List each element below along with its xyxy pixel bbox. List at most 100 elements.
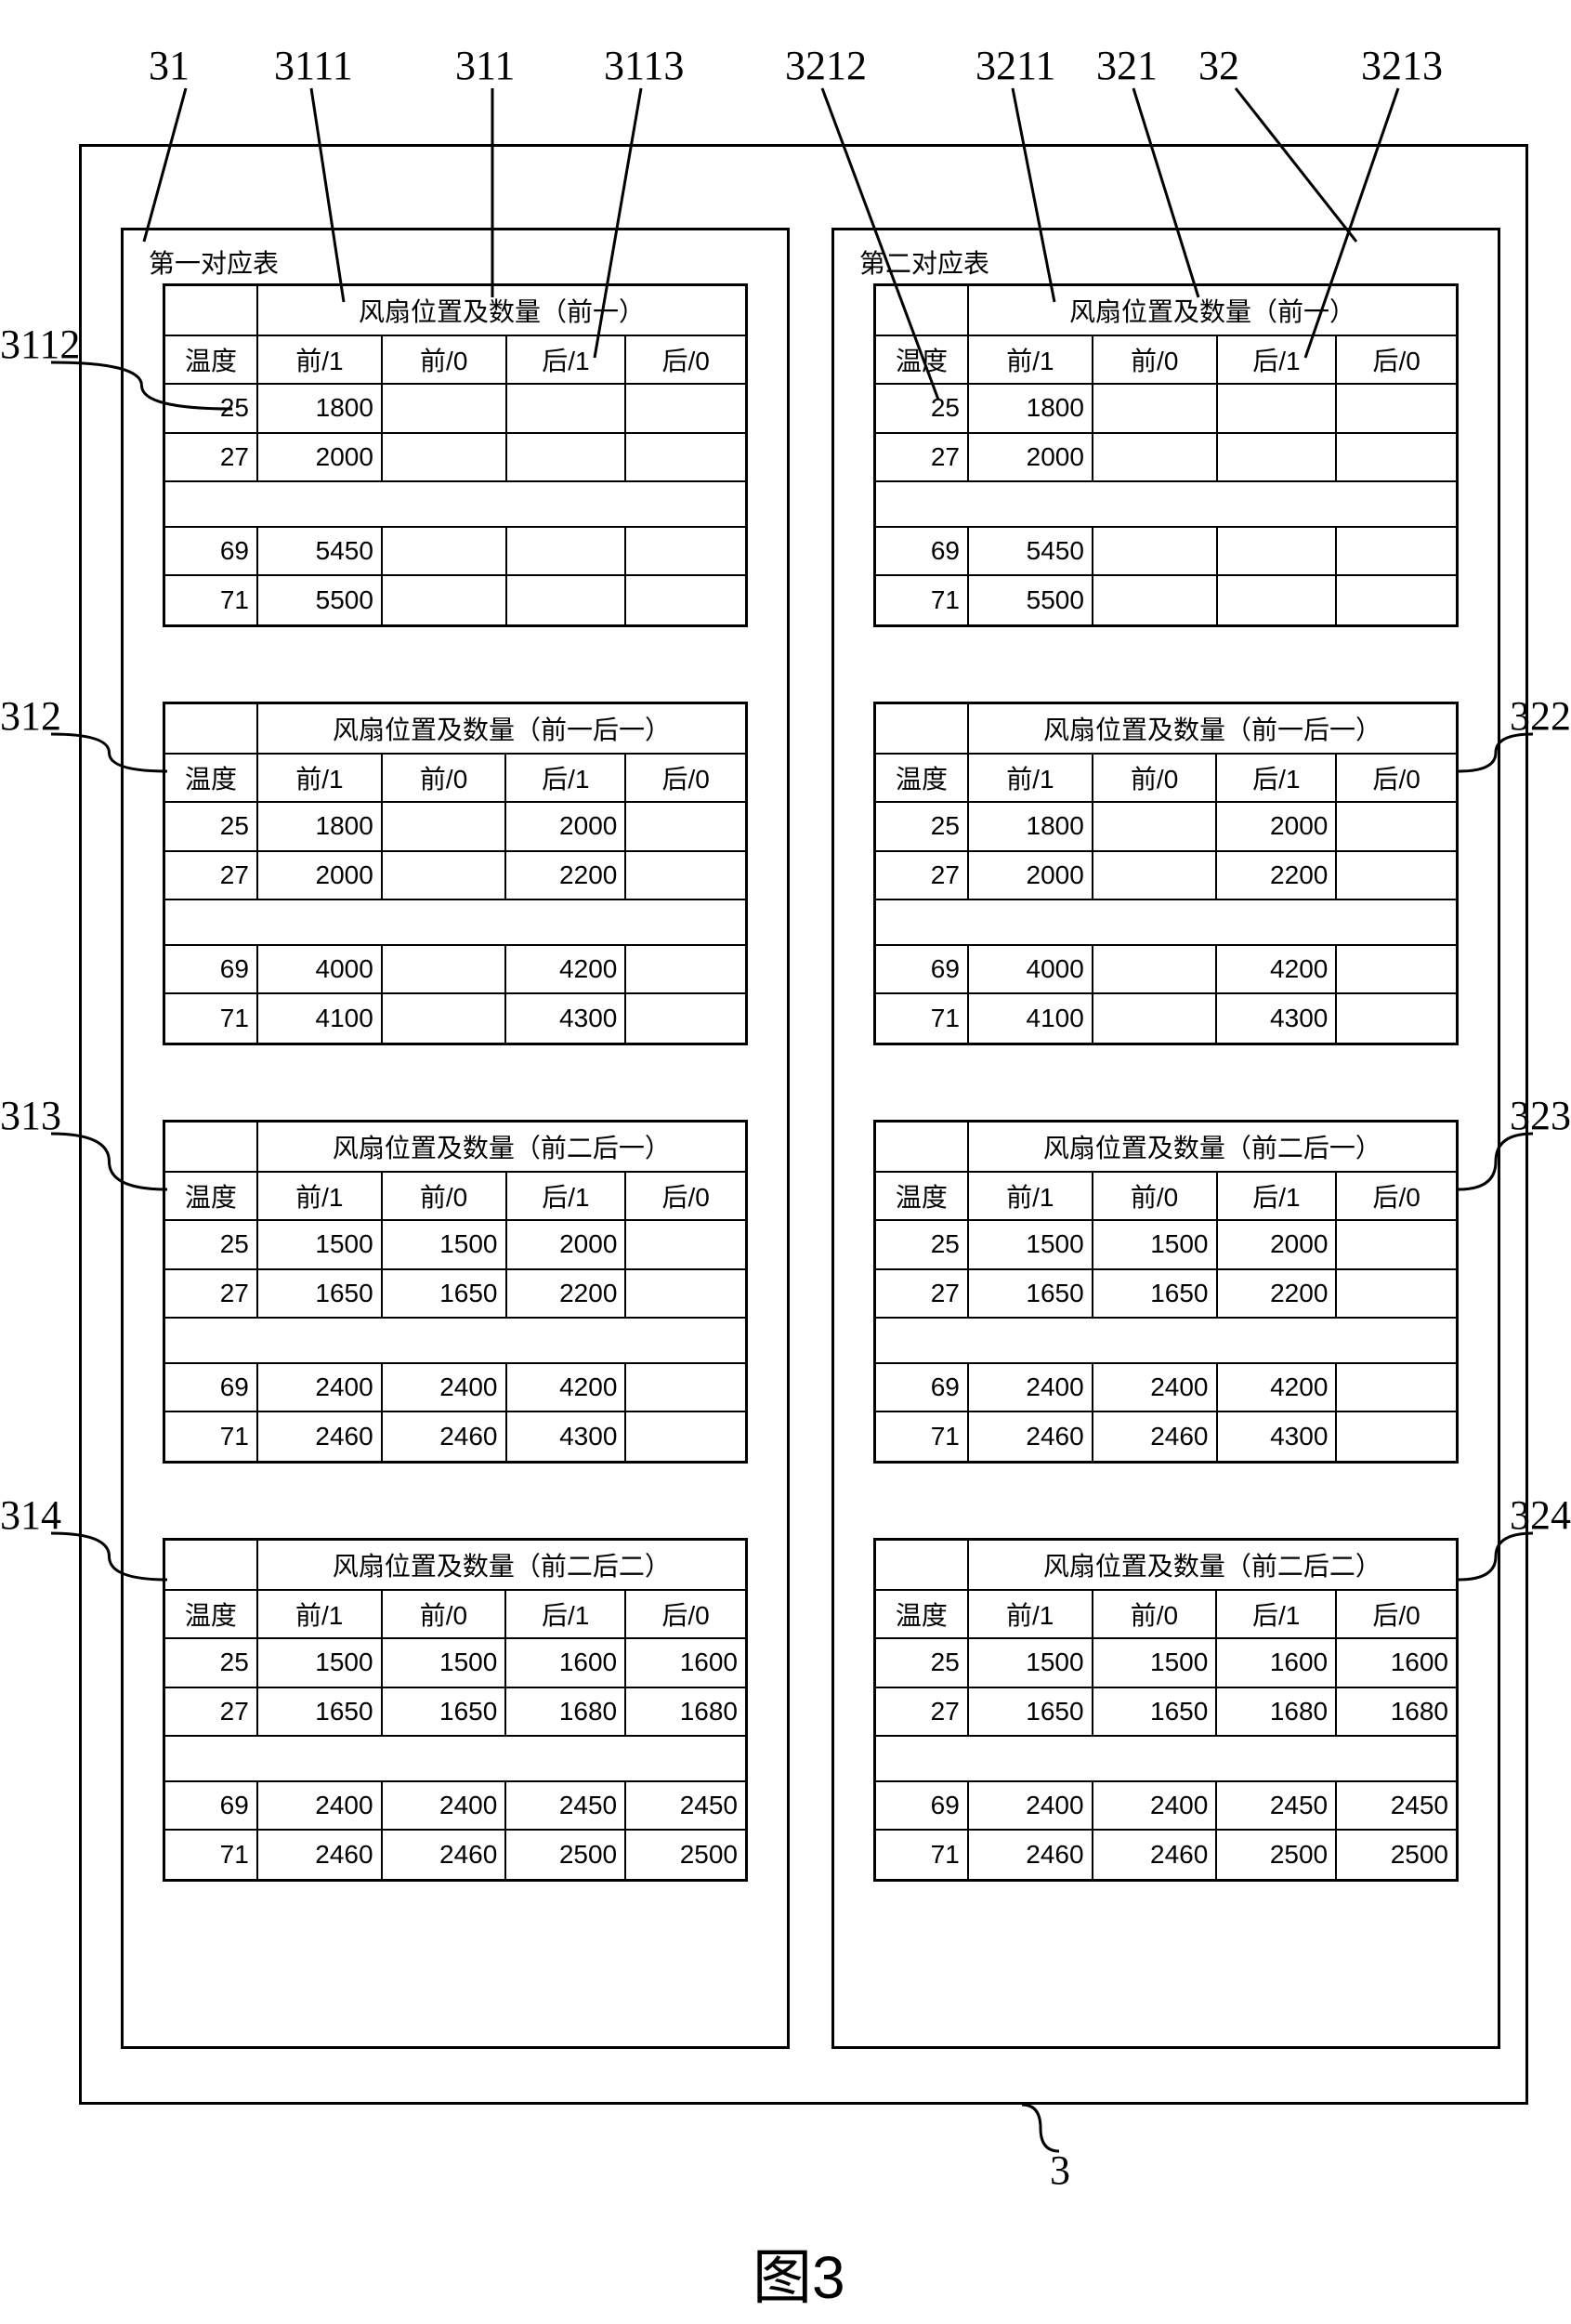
- sub-table: 风扇位置及数量（前一）温度前/1前/0后/1后/0251800272000695…: [873, 283, 1459, 627]
- data-cell: 4100: [968, 993, 1093, 1043]
- left-panel-title: 第一对应表: [149, 243, 279, 281]
- sub-table-title: 风扇位置及数量（前一后一）: [968, 704, 1456, 754]
- data-cell: 27: [876, 1687, 968, 1737]
- data-cell: 2500: [1216, 1830, 1336, 1879]
- data-cell: 2400: [382, 1781, 506, 1831]
- data-cell: [382, 575, 506, 624]
- data-cell: 2450: [625, 1781, 745, 1831]
- data-cell: [506, 384, 626, 433]
- data-cell: 25: [876, 1638, 968, 1687]
- data-cell: 2000: [968, 851, 1093, 900]
- col-header: 前/1: [257, 754, 382, 803]
- data-cell: 1500: [1093, 1220, 1217, 1269]
- col-header: 温度: [876, 1172, 968, 1221]
- data-cell: 2500: [505, 1830, 625, 1879]
- callout-label: 3113: [604, 42, 684, 89]
- col-header: 后/1: [1216, 754, 1336, 803]
- sub-table-title: 风扇位置及数量（前一后一）: [257, 704, 745, 754]
- callout-label: 323: [1510, 1092, 1571, 1139]
- data-cell: 1650: [968, 1687, 1093, 1737]
- data-cell: 1800: [968, 384, 1093, 433]
- data-cell: 4300: [505, 993, 625, 1043]
- col-header: 前/1: [257, 1590, 382, 1639]
- data-cell: 69: [165, 1781, 257, 1831]
- data-cell: 4200: [505, 945, 625, 994]
- col-header: 前/1: [968, 1590, 1093, 1639]
- col-header: 温度: [165, 335, 257, 385]
- data-cell: 71: [165, 1830, 257, 1879]
- data-cell: 2400: [382, 1363, 506, 1412]
- callout-label: 314: [0, 1491, 61, 1539]
- data-cell: 4300: [1217, 1411, 1337, 1461]
- data-cell: 4100: [257, 993, 382, 1043]
- data-cell: [1217, 575, 1337, 624]
- data-cell: 1500: [382, 1220, 506, 1269]
- data-cell: 1650: [257, 1687, 382, 1737]
- callout-label: 324: [1510, 1491, 1571, 1539]
- data-cell: [1217, 433, 1337, 482]
- data-cell: [506, 527, 626, 576]
- data-cell: 27: [165, 851, 257, 900]
- data-cell: [1093, 993, 1217, 1043]
- data-cell: 4000: [968, 945, 1093, 994]
- data-cell: [625, 1363, 745, 1412]
- data-cell: [625, 527, 745, 576]
- data-cell: 2450: [1336, 1781, 1456, 1831]
- data-cell: 2200: [1217, 1269, 1337, 1319]
- data-cell: 71: [876, 575, 968, 624]
- right-panel-title: 第二对应表: [859, 243, 989, 281]
- data-cell: 2200: [505, 851, 625, 900]
- col-header: 前/0: [1093, 335, 1217, 385]
- data-cell: 2400: [968, 1781, 1093, 1831]
- data-cell: [625, 1220, 745, 1269]
- data-cell: 69: [876, 527, 968, 576]
- data-cell: [1336, 433, 1456, 482]
- col-header: 后/1: [1216, 1590, 1336, 1639]
- data-cell: [382, 433, 506, 482]
- callout-label: 313: [0, 1092, 61, 1139]
- sub-table-title: 风扇位置及数量（前一）: [968, 286, 1456, 335]
- col-header: 前/0: [382, 335, 506, 385]
- data-cell: 2460: [1093, 1411, 1217, 1461]
- data-cell: [625, 802, 745, 851]
- data-cell: 1500: [257, 1220, 382, 1269]
- col-header: 前/1: [257, 335, 382, 385]
- col-header: 后/0: [625, 1172, 745, 1221]
- data-cell: 2450: [1216, 1781, 1336, 1831]
- data-cell: 1500: [968, 1638, 1093, 1687]
- data-cell: 27: [876, 1269, 968, 1319]
- col-header: 后/0: [1336, 754, 1456, 803]
- data-cell: 2400: [257, 1363, 382, 1412]
- data-cell: 25: [165, 384, 257, 433]
- data-cell: 25: [876, 1220, 968, 1269]
- callout-label: 3112: [0, 321, 80, 368]
- col-header: 后/0: [1336, 1590, 1456, 1639]
- data-cell: [1336, 1363, 1456, 1412]
- data-cell: 25: [165, 802, 257, 851]
- data-cell: [1336, 1220, 1456, 1269]
- data-cell: 71: [876, 1830, 968, 1879]
- data-cell: 1600: [1336, 1638, 1456, 1687]
- data-cell: [1336, 851, 1456, 900]
- col-header: 后/0: [1336, 335, 1456, 385]
- data-cell: 2460: [1093, 1830, 1217, 1879]
- data-cell: 1500: [257, 1638, 382, 1687]
- data-cell: 2000: [1216, 802, 1336, 851]
- data-cell: [506, 433, 626, 482]
- data-cell: 2000: [506, 1220, 626, 1269]
- data-cell: 1600: [625, 1638, 745, 1687]
- data-cell: 4000: [257, 945, 382, 994]
- data-cell: [1336, 1411, 1456, 1461]
- callout-label: 3111: [274, 42, 353, 89]
- data-cell: [625, 575, 745, 624]
- data-cell: [1336, 527, 1456, 576]
- data-cell: [1217, 384, 1337, 433]
- data-cell: [625, 993, 745, 1043]
- data-cell: 25: [165, 1220, 257, 1269]
- data-cell: [1336, 802, 1456, 851]
- data-cell: 5450: [257, 527, 382, 576]
- sub-table: 风扇位置及数量（前一）温度前/1前/0后/1后/0251800272000695…: [163, 283, 748, 627]
- data-cell: [1336, 1269, 1456, 1319]
- data-cell: 2400: [257, 1781, 382, 1831]
- data-cell: [382, 851, 506, 900]
